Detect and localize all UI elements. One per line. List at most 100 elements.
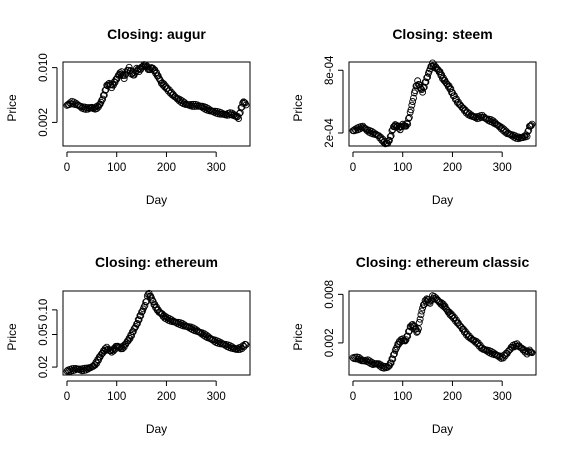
y-tick-label: 8e-04	[324, 55, 336, 85]
x-tick-label: 200	[443, 391, 462, 403]
x-tick-label: 100	[107, 162, 126, 174]
chart-title: Closing: ethereum	[95, 254, 218, 270]
data-point	[410, 94, 417, 102]
data-point	[474, 339, 482, 347]
data-point	[403, 119, 411, 127]
chart-title: Closing: ethereum classic	[356, 254, 530, 270]
x-axis: 0 100 200 300	[64, 380, 226, 403]
data-point	[528, 120, 536, 128]
data-point	[419, 304, 427, 312]
x-tick-label: 300	[493, 162, 512, 174]
x-tick-label: 300	[207, 391, 226, 403]
data-point	[376, 134, 384, 142]
data-point	[405, 113, 413, 121]
data-point	[128, 332, 136, 340]
y-tick-label: 0.002	[38, 108, 50, 137]
data-point	[165, 86, 173, 94]
data-point	[133, 320, 141, 327]
data-point	[416, 315, 424, 323]
x-tick-label: 100	[393, 162, 412, 174]
y-axis: 0.02 0.05 0.10	[38, 299, 58, 378]
data-point	[408, 101, 416, 109]
data-point	[85, 104, 93, 111]
data-point	[141, 301, 149, 309]
data-point	[137, 312, 145, 320]
data-point	[404, 332, 412, 340]
data-point	[242, 341, 250, 349]
data-point	[160, 311, 168, 319]
x-tick-label: 200	[157, 391, 176, 403]
data-point	[407, 106, 415, 114]
x-tick-label: 100	[107, 391, 126, 403]
data-point	[413, 328, 421, 336]
series-points	[63, 61, 250, 123]
x-axis: 0 100 200 300	[350, 151, 512, 174]
data-point	[447, 85, 455, 93]
x-tick-label: 0	[350, 162, 356, 174]
data-point	[164, 87, 172, 95]
x-axis-label: Day	[146, 422, 167, 436]
x-axis-label: Day	[432, 193, 453, 207]
chart-title: Closing: steem	[392, 26, 492, 42]
data-point	[387, 359, 395, 367]
data-point	[523, 132, 531, 140]
chart-panel-4: Closing: ethereum classic 0 100 200 300 Day 0.…	[291, 254, 537, 436]
data-point	[498, 353, 506, 361]
data-point	[402, 122, 410, 130]
data-point	[153, 69, 160, 76]
data-point	[199, 331, 207, 339]
y-axis: 2e-04 8e-04	[324, 55, 344, 148]
data-point	[351, 125, 359, 133]
y-tick-label: 0.010	[38, 53, 50, 82]
data-point	[163, 84, 171, 92]
data-point	[426, 299, 434, 307]
data-point	[405, 115, 412, 123]
chart-panel-1: Closing: augur 0 100 200 300 Day 0.002 0.010 Pri…	[5, 26, 251, 207]
data-point	[140, 303, 148, 311]
chart-title: Closing: augur	[107, 26, 206, 42]
y-axis-label: Price	[5, 94, 19, 122]
y-tick-label: 0.05	[38, 323, 50, 345]
x-tick-label: 300	[207, 162, 226, 174]
y-axis-label: Price	[291, 94, 305, 122]
data-point	[526, 122, 534, 130]
data-point	[102, 86, 110, 94]
data-point	[99, 95, 107, 103]
data-point	[499, 354, 507, 362]
data-point	[233, 113, 241, 121]
plot-frame	[348, 290, 537, 376]
x-tick-label: 100	[393, 391, 412, 403]
x-tick-label: 0	[64, 391, 70, 403]
data-point	[423, 74, 431, 82]
x-tick-label: 200	[157, 162, 176, 174]
data-point	[135, 316, 143, 324]
data-point	[450, 92, 458, 100]
data-point	[396, 338, 404, 346]
y-tick-label: 0.002	[324, 329, 336, 358]
data-point	[161, 314, 169, 322]
x-tick-label: 300	[493, 391, 512, 403]
data-point	[91, 361, 99, 369]
data-point	[508, 132, 516, 140]
plot-frame	[348, 61, 537, 147]
data-point	[221, 341, 229, 349]
x-axis-label: Day	[432, 422, 453, 436]
data-point	[386, 136, 393, 144]
data-point	[461, 106, 469, 114]
plot-frame	[62, 290, 251, 376]
data-point	[520, 132, 528, 140]
data-point	[449, 311, 456, 319]
y-tick-label: 0.02	[38, 356, 50, 378]
y-axis: 0.002 0.008	[324, 280, 344, 358]
data-point	[386, 133, 394, 141]
data-point	[390, 350, 398, 358]
y-axis-label: Price	[291, 323, 305, 351]
data-point	[410, 323, 418, 331]
plot-frame	[62, 61, 251, 147]
series-points	[349, 292, 536, 372]
data-point	[390, 351, 398, 359]
data-point	[422, 78, 430, 86]
series-points	[349, 59, 536, 148]
data-point	[120, 75, 128, 83]
